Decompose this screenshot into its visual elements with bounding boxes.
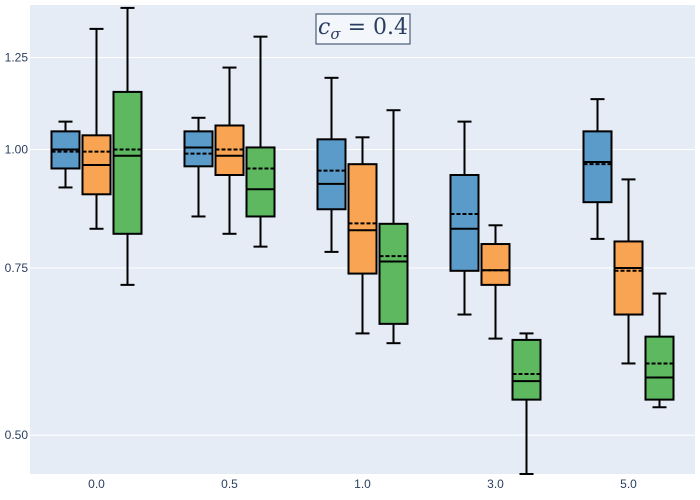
box-series-3-0.5 (245, 35, 276, 248)
box-iqr (644, 335, 675, 401)
box-series-1-5.0 (582, 98, 613, 240)
box-iqr (480, 243, 511, 286)
box-series-3-3.0 (511, 332, 542, 475)
box-iqr (316, 138, 347, 211)
y-tick-label: 1.25 (5, 51, 29, 65)
box-iqr (378, 222, 409, 325)
box-series-1-1.0 (316, 76, 347, 253)
x-tick-label: 5.0 (620, 477, 637, 491)
box-series-2-1.0 (347, 136, 378, 335)
box-iqr (112, 90, 143, 235)
box-iqr (582, 130, 613, 204)
box-series-2-5.0 (613, 178, 644, 365)
box-iqr (613, 240, 644, 316)
box-series-1-0.0 (50, 120, 81, 189)
box-iqr (511, 338, 542, 401)
box-iqr (347, 163, 378, 275)
box-series-2-3.0 (480, 224, 511, 340)
box-series-2-0.5 (214, 66, 245, 235)
y-tick-label: 1.00 (5, 143, 29, 157)
x-tick-label: 3.0 (487, 477, 504, 491)
box-series-3-1.0 (378, 109, 409, 345)
x-tick-label: 0.5 (221, 477, 238, 491)
box-iqr (245, 146, 276, 218)
chart-title: cσ = 0.4 (315, 13, 411, 45)
title-text: cσ = 0.4 (318, 15, 408, 43)
box-series-1-3.0 (449, 120, 480, 316)
y-tick-label: 0.50 (5, 428, 29, 442)
box-iqr (449, 173, 480, 272)
y-tick-label: 0.75 (5, 261, 29, 275)
boxes-layer (50, 6, 675, 475)
box-iqr (183, 130, 214, 168)
ticks-layer: 0.50 0.75 1.00 1.25 0.0 0.5 1.0 3.0 5.0 (5, 51, 638, 491)
box-series-2-0.0 (81, 27, 112, 230)
x-tick-label: 1.0 (354, 477, 371, 491)
box-series-3-0.0 (112, 6, 143, 286)
x-tick-label: 0.0 (88, 477, 105, 491)
title-box (315, 13, 411, 45)
box-series-1-0.5 (183, 116, 214, 218)
box-series-3-5.0 (644, 292, 675, 409)
